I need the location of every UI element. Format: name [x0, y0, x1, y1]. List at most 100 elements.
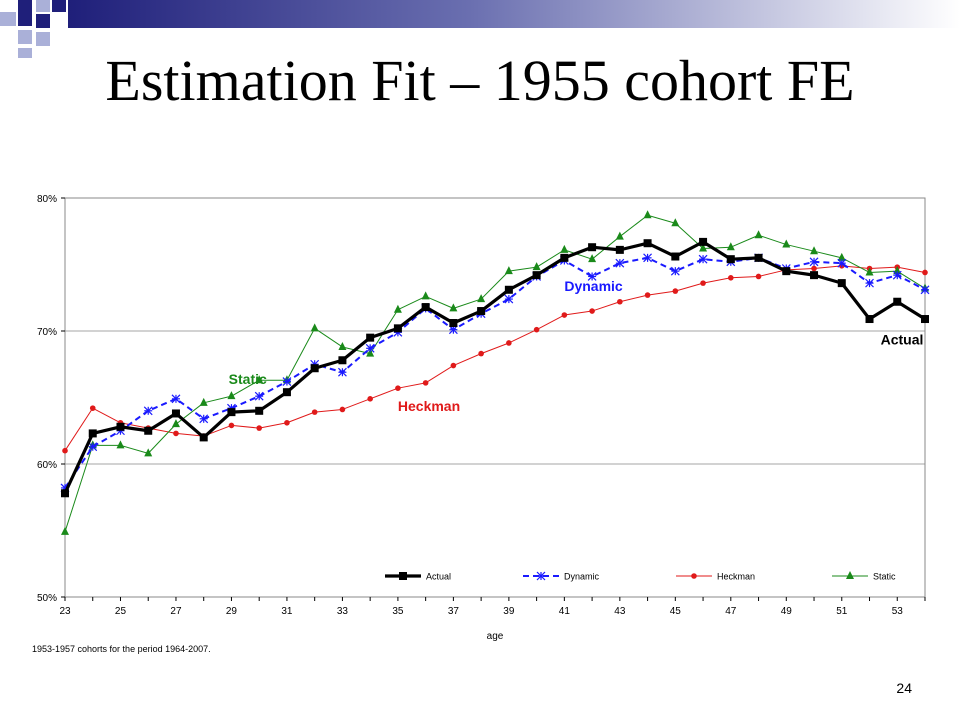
- annotation-dynamic: Dynamic: [564, 278, 623, 294]
- data-point-actual: [366, 333, 375, 342]
- data-point-static: [338, 341, 347, 350]
- data-point-dynamic: [643, 253, 653, 263]
- data-point-actual: [171, 409, 180, 418]
- data-point-actual: [643, 239, 652, 248]
- data-point-dynamic: [809, 257, 819, 267]
- data-point-heckman: [589, 308, 595, 314]
- decor-square-4: [0, 12, 16, 26]
- data-point-heckman: [284, 419, 290, 426]
- footnote: 1953-1957 cohorts for the period 1964-20…: [32, 644, 211, 654]
- data-point-actual: [754, 253, 763, 262]
- data-point-heckman: [672, 288, 679, 294]
- x-tick-label: 37: [448, 606, 460, 617]
- data-point-static: [477, 294, 486, 303]
- data-point-static: [366, 348, 375, 357]
- data-point-actual: [726, 255, 735, 264]
- header-bar: [68, 0, 960, 28]
- x-tick-label: 51: [836, 606, 848, 617]
- data-point-actual: [310, 364, 319, 373]
- data-point-static: [893, 266, 902, 275]
- data-point-actual: [227, 408, 236, 417]
- legend-marker-heckman: [691, 573, 697, 579]
- data-point-static: [754, 230, 763, 239]
- data-point-static: [449, 303, 458, 312]
- annotation-actual: Actual: [881, 331, 924, 347]
- x-tick-label: 27: [170, 606, 182, 617]
- data-point-heckman: [311, 409, 318, 415]
- decor-square-3: [52, 0, 66, 12]
- x-axis-label: age: [487, 631, 504, 642]
- x-tick-label: 47: [725, 606, 737, 617]
- y-tick-label: 70%: [37, 327, 57, 338]
- data-point-actual: [199, 433, 208, 442]
- data-point-actual: [61, 489, 69, 498]
- data-point-dynamic: [337, 367, 347, 377]
- decor-square-2: [36, 0, 50, 12]
- data-point-heckman: [450, 362, 457, 369]
- plot-area: [64, 197, 926, 598]
- data-point-dynamic: [865, 278, 874, 288]
- data-point-heckman: [922, 269, 928, 276]
- data-point-static: [61, 526, 69, 535]
- data-point-dynamic: [143, 406, 153, 416]
- data-point-actual: [782, 267, 791, 276]
- decor-square-5: [18, 12, 32, 26]
- data-point-static: [615, 231, 624, 240]
- data-point-heckman: [422, 380, 429, 386]
- data-point-heckman: [173, 430, 179, 437]
- series-line-actual: [63, 240, 926, 494]
- data-point-actual: [699, 237, 708, 246]
- data-point-heckman: [89, 405, 96, 411]
- data-point-heckman: [506, 340, 512, 346]
- legend-marker-actual: [399, 572, 407, 580]
- data-point-heckman: [811, 265, 817, 272]
- data-point-static: [810, 246, 819, 255]
- data-point-heckman: [533, 326, 540, 333]
- data-point-dynamic: [254, 391, 264, 401]
- x-tick-label: 31: [281, 606, 293, 617]
- x-tick-label: 45: [670, 606, 682, 617]
- data-point-static: [171, 419, 180, 428]
- decor-square-6: [36, 14, 50, 28]
- data-point-actual: [338, 356, 347, 365]
- data-point-static: [504, 266, 513, 275]
- data-point-dynamic: [587, 272, 597, 281]
- data-point-actual: [393, 324, 402, 333]
- y-tick-label: 60%: [37, 460, 57, 471]
- decor-square-1: [18, 0, 32, 12]
- data-point-static: [310, 323, 319, 332]
- data-point-dynamic: [88, 442, 98, 452]
- data-point-heckman: [256, 425, 262, 431]
- data-point-heckman: [617, 298, 623, 305]
- series-line-static: [64, 214, 926, 532]
- slide-title: Estimation Fit – 1955 cohort FE: [105, 48, 855, 113]
- data-point-static: [116, 440, 125, 449]
- y-tick-label: 80%: [37, 194, 57, 205]
- x-tick-label: 53: [892, 606, 904, 617]
- data-point-static: [532, 262, 541, 271]
- data-point-heckman: [339, 406, 346, 413]
- data-point-heckman: [644, 292, 651, 298]
- data-point-static: [393, 304, 402, 313]
- data-point-dynamic: [837, 258, 847, 268]
- legend-label-heckman: Heckman: [717, 572, 755, 582]
- legend-label-dynamic: Dynamic: [564, 572, 600, 582]
- data-point-actual: [504, 285, 513, 294]
- data-point-actual: [865, 315, 874, 324]
- data-point-actual: [588, 243, 597, 252]
- data-point-static: [144, 448, 153, 457]
- data-point-static: [671, 218, 680, 227]
- data-point-actual: [449, 319, 458, 328]
- data-point-static: [726, 242, 735, 251]
- x-tick-label: 29: [226, 606, 238, 617]
- data-point-dynamic: [282, 377, 292, 386]
- data-point-heckman: [561, 312, 568, 318]
- data-point-heckman: [228, 422, 235, 429]
- data-point-heckman: [700, 280, 706, 286]
- data-point-heckman: [395, 385, 401, 391]
- data-point-heckman: [367, 396, 373, 402]
- data-point-heckman: [62, 447, 68, 454]
- annotation-heckman: Heckman: [398, 398, 460, 414]
- data-point-actual: [671, 252, 680, 261]
